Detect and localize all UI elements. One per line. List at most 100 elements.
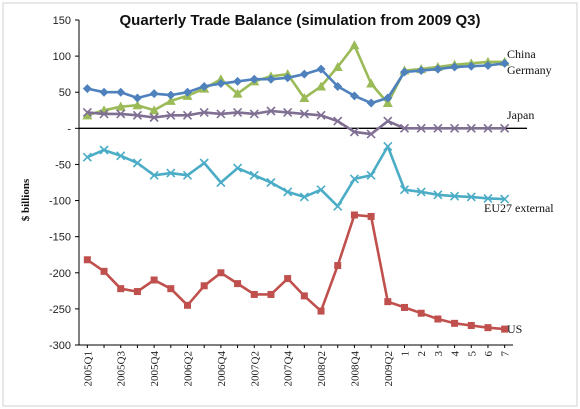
x-tick-label: 2007Q4 <box>283 351 295 387</box>
series-line <box>87 109 505 136</box>
data-point <box>99 109 109 119</box>
data-point <box>316 110 326 120</box>
data-point <box>283 187 293 197</box>
data-point <box>199 81 209 91</box>
data-point <box>132 158 142 168</box>
data-point <box>384 298 392 306</box>
data-point <box>382 98 393 108</box>
data-point <box>182 110 193 120</box>
data-point <box>433 123 443 133</box>
data-point <box>483 193 493 203</box>
data-point <box>217 269 225 277</box>
data-point <box>299 109 309 119</box>
data-point <box>82 110 93 120</box>
x-tick-label: 2009Q2 <box>383 351 395 386</box>
data-point <box>316 185 326 195</box>
x-tick-label: 7 <box>500 351 512 357</box>
data-point <box>366 170 376 180</box>
x-tick-label: 2008Q2 <box>316 351 328 386</box>
data-point <box>349 91 359 101</box>
data-point <box>416 66 426 76</box>
data-point <box>383 93 393 103</box>
x-tick-label: 1 <box>400 351 412 357</box>
data-point <box>182 170 193 180</box>
data-point <box>266 177 276 188</box>
y-tick-label: -150 <box>49 232 71 244</box>
x-tick-label: 2 <box>416 351 428 357</box>
series-label: EU27 external <box>484 201 554 215</box>
data-point <box>82 152 92 162</box>
data-point <box>116 151 126 161</box>
data-point <box>333 201 343 211</box>
data-point <box>82 107 92 118</box>
data-point <box>99 145 109 155</box>
x-tick-label: 2006Q2 <box>183 351 195 386</box>
data-point <box>250 290 258 298</box>
x-tick-label: 4 <box>450 351 462 357</box>
data-point <box>433 190 443 200</box>
chart-title: Quarterly Trade Balance (simulation from… <box>120 12 481 29</box>
data-point <box>150 276 158 284</box>
data-point <box>349 40 360 50</box>
data-point <box>167 285 175 293</box>
y-tick-label: -250 <box>49 304 71 316</box>
data-point <box>317 307 325 315</box>
data-point <box>99 87 109 97</box>
data-point <box>133 288 141 296</box>
data-point <box>249 109 259 119</box>
data-point <box>450 62 460 72</box>
data-point <box>450 123 460 133</box>
data-point <box>132 93 142 103</box>
data-point <box>266 74 276 84</box>
data-point <box>399 185 410 195</box>
data-point <box>399 123 410 133</box>
y-tick-label: - <box>67 123 71 135</box>
data-point <box>366 78 377 88</box>
data-point <box>166 110 176 120</box>
data-point <box>216 177 226 188</box>
plot-area: 150 100 50 - -50 -100 -150 -200 -250 -300 2005Q1 20… <box>49 15 554 386</box>
x-tick-label: 2006Q4 <box>216 351 228 387</box>
data-point <box>332 61 343 71</box>
data-point <box>249 74 259 84</box>
y-tick-label: -300 <box>49 340 71 352</box>
data-point <box>100 267 108 275</box>
y-axis-label: $ billions <box>20 178 32 221</box>
data-point <box>366 129 376 139</box>
data-point <box>166 90 176 100</box>
data-point <box>216 109 226 119</box>
data-point <box>83 256 91 264</box>
data-point <box>132 100 143 110</box>
y-tick-label: -200 <box>49 268 71 280</box>
x-tick-label: 6 <box>483 351 495 357</box>
series-label: Germany <box>507 63 552 77</box>
data-point <box>184 301 191 309</box>
data-point <box>232 88 243 98</box>
data-point <box>316 81 327 91</box>
data-point <box>166 168 176 178</box>
data-point <box>216 79 226 89</box>
data-point <box>233 163 243 173</box>
data-point <box>500 194 510 204</box>
x-tick-label: 2005Q4 <box>149 351 161 387</box>
series-label: China <box>507 47 536 61</box>
series-line <box>86 145 505 208</box>
data-point <box>149 170 159 180</box>
x-tick-label: 2007Q2 <box>249 351 261 386</box>
x-tick-label: 3 <box>433 351 445 357</box>
series-label: Japan <box>507 108 534 122</box>
data-point <box>165 95 176 105</box>
y-tick-label: 50 <box>59 87 71 99</box>
data-point <box>300 292 308 300</box>
y-tick-label: 150 <box>53 15 71 27</box>
data-point <box>299 69 309 79</box>
data-point <box>249 170 259 180</box>
x-tick-label: 2005Q1 <box>82 351 94 386</box>
data-point <box>116 87 126 97</box>
data-point <box>333 81 343 91</box>
data-point <box>349 174 359 184</box>
data-point <box>334 262 342 270</box>
series-label: US <box>507 322 522 336</box>
